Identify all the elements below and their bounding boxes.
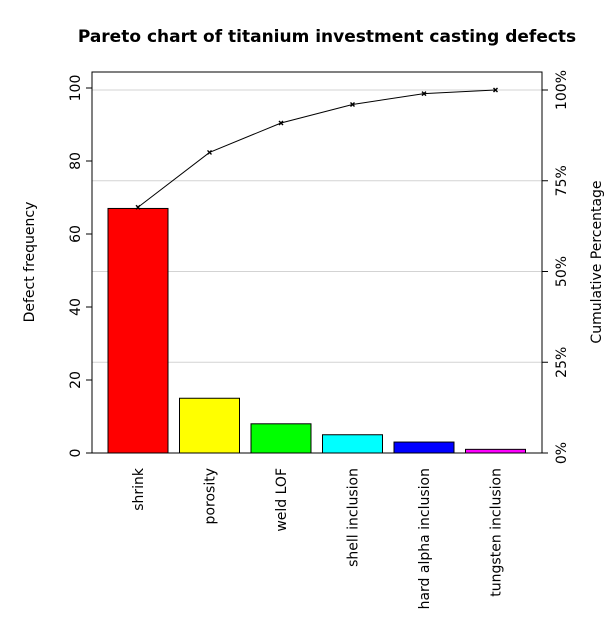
x-tick-label: porosity: [203, 468, 219, 524]
y2-tick-label: 75%: [554, 165, 570, 196]
cumulative-point: [278, 120, 284, 126]
cumulative-line: [135, 87, 498, 210]
bar-hard-alpha-inclusion: [393, 441, 455, 454]
y-tick-label: 20: [68, 371, 84, 389]
x-tick-label: shell inclusion: [346, 468, 362, 567]
y-tick-label: 100: [68, 75, 84, 102]
cumulative-polyline: [137, 89, 496, 208]
bars: [107, 207, 526, 454]
x-tick-label: hard alpha inclusion: [417, 468, 433, 609]
y-axis-left: 0 20 40 60 80 100: [68, 75, 92, 458]
y2-tick-label: 50%: [554, 256, 570, 287]
bar-porosity: [179, 397, 240, 454]
y-tick-label: 0: [68, 449, 84, 458]
y-tick-label: 60: [68, 225, 84, 243]
y2-tick-label: 25%: [554, 347, 570, 378]
cumulative-point: [421, 91, 427, 97]
y-tick-label: 40: [68, 298, 84, 316]
bar-shrink: [107, 207, 169, 454]
bar-tungsten-inclusion: [465, 448, 526, 454]
cumulative-point: [493, 87, 498, 93]
cumulative-point: [135, 204, 141, 210]
y-axis-label: Defect frequency: [22, 202, 38, 323]
y2-axis-label: Cumulative Percentage: [589, 180, 605, 343]
y2-tick-label: 100%: [554, 70, 570, 110]
x-tick-label: tungsten inclusion: [489, 468, 505, 597]
y-axis-right: 0% 25% 50% 75% 100%: [542, 70, 570, 464]
bar-weld-LOF: [250, 423, 312, 454]
x-axis: shrink porosity weld LOF shell inclusion har…: [131, 467, 505, 609]
chart-title: Pareto chart of titanium investment cast…: [78, 27, 576, 47]
x-tick-label: weld LOF: [274, 468, 290, 532]
plot-frame: [91, 71, 543, 454]
x-tick-label: shrink: [131, 467, 147, 511]
y-tick-label: 80: [68, 152, 84, 170]
bar-shell-inclusion: [322, 434, 383, 454]
y2-tick-label: 0%: [554, 442, 570, 464]
cumulative-point: [207, 149, 212, 155]
cumulative-point: [350, 102, 355, 108]
